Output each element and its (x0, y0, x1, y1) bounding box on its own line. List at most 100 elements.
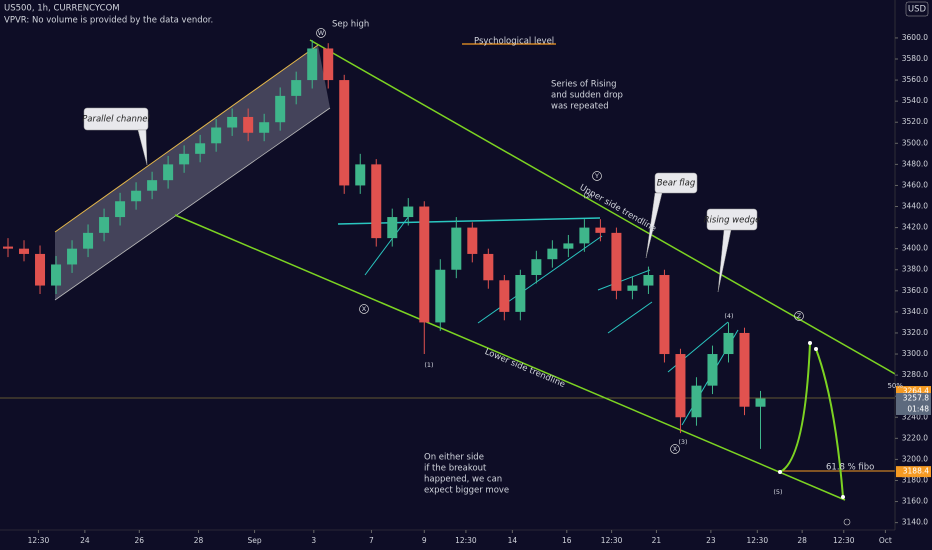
candle-body (291, 80, 302, 96)
marker (843, 518, 851, 526)
y-tick-label: 3440.0 (902, 202, 928, 211)
candle-body (243, 116, 254, 133)
candle-body (99, 217, 110, 233)
candle-body (3, 246, 14, 249)
y-tick-label: 3320.0 (902, 328, 928, 337)
point (778, 470, 782, 474)
candle-body (227, 116, 238, 128)
candle-body (691, 385, 702, 418)
candle-body (19, 248, 30, 254)
projection (779, 342, 844, 498)
candle-body (323, 48, 334, 81)
point (841, 495, 845, 499)
point (808, 341, 812, 345)
x-tick-label: 24 (80, 536, 90, 545)
wave-label: Y (594, 172, 599, 180)
channel-top (54, 44, 319, 233)
countdown-badge (896, 404, 931, 416)
annotation: Bear flag (657, 179, 696, 189)
y-tick-label: 3200.0 (902, 454, 928, 463)
y-tick-label: 3180.0 (902, 475, 928, 484)
y-tick-label: 3160.0 (902, 497, 928, 506)
annotation: expect bigger move (424, 486, 509, 496)
wave-label: X (673, 445, 678, 453)
candle-body (307, 48, 318, 81)
candle-body (355, 164, 366, 186)
drawings (0, 39, 932, 526)
flag-line (364, 211, 413, 276)
candle-body (467, 227, 478, 254)
wave-label: (2) (583, 192, 592, 200)
wave-label: (1) (424, 361, 433, 369)
candle-body (83, 232, 94, 249)
candle-body (275, 95, 286, 123)
x-tick-label: 28 (797, 536, 807, 545)
annotation: if the breakout (424, 464, 487, 474)
wave-circle (794, 311, 804, 321)
candle-body (35, 253, 46, 286)
candle-body (675, 354, 686, 418)
annotation: and sudden drop (551, 91, 623, 101)
candle-body (707, 354, 718, 386)
x-tick-label: 12:30 (746, 536, 768, 545)
candle-body (163, 164, 174, 181)
candle-body (611, 232, 622, 291)
wave-circle (316, 28, 326, 38)
y-tick-label: 3480.0 (902, 159, 928, 168)
wave-label: W (318, 29, 325, 37)
x-tick-label: 3 (311, 536, 316, 545)
y-tick-label: 3280.0 (902, 370, 928, 379)
y-tick-label: 3520.0 (902, 117, 928, 126)
price-axis (895, 0, 932, 550)
candle-body (579, 227, 590, 244)
price-badge (896, 386, 931, 398)
x-tick-label: 26 (135, 536, 145, 545)
y-tick-label: 3140.0 (902, 518, 928, 527)
candles (3, 40, 766, 449)
wave-circle (670, 444, 680, 454)
annotation: Series of Rising (551, 80, 617, 90)
callout-pointer (717, 229, 732, 293)
candle-body (435, 269, 446, 323)
annotation: 50% (887, 382, 903, 390)
annotation: 61.8 % fibo (826, 463, 874, 473)
channel-bottom (54, 107, 331, 301)
callout-pointer (645, 192, 663, 259)
x-tick-label: 28 (194, 536, 204, 545)
candle-body (499, 280, 510, 312)
y-tick-label: 3220.0 (902, 433, 928, 442)
x-tick-label: 12:30 (601, 536, 623, 545)
candle-body (147, 180, 158, 191)
wave-label: X (362, 305, 367, 313)
candle-body (51, 264, 62, 286)
candle-body (595, 227, 606, 233)
wave-label: Z (797, 312, 802, 320)
callout (83, 107, 149, 131)
upper-trendline (309, 39, 932, 396)
y-tick-label: 3560.0 (902, 75, 928, 84)
candle-body (387, 217, 398, 239)
candle-body (515, 275, 526, 312)
x-tick-label: 9 (422, 536, 427, 545)
price-badge-label: 3264.4 (903, 387, 929, 396)
wave-circle (359, 304, 369, 314)
wave-label: (4) (724, 312, 733, 320)
annotation: Parallel channel (82, 115, 150, 125)
annotation: Sep high (332, 20, 369, 30)
candle-body (339, 80, 350, 186)
wave-circle (592, 171, 602, 181)
subtitle: VPVR: No volume is provided by the data … (4, 16, 213, 26)
x-tick-label: 14 (508, 536, 518, 545)
candle-body (531, 259, 542, 276)
x-tick-label: 16 (562, 536, 572, 545)
candle-body (259, 122, 270, 133)
y-tick-label: 3500.0 (902, 138, 928, 147)
flag-line (477, 235, 603, 324)
x-tick-label: Oct (879, 536, 892, 545)
y-tick-label: 3460.0 (902, 180, 928, 189)
annotation: Rising wedge (704, 216, 761, 226)
neckline (337, 217, 601, 225)
x-tick-label: 7 (369, 536, 374, 545)
flag-line (607, 301, 653, 334)
